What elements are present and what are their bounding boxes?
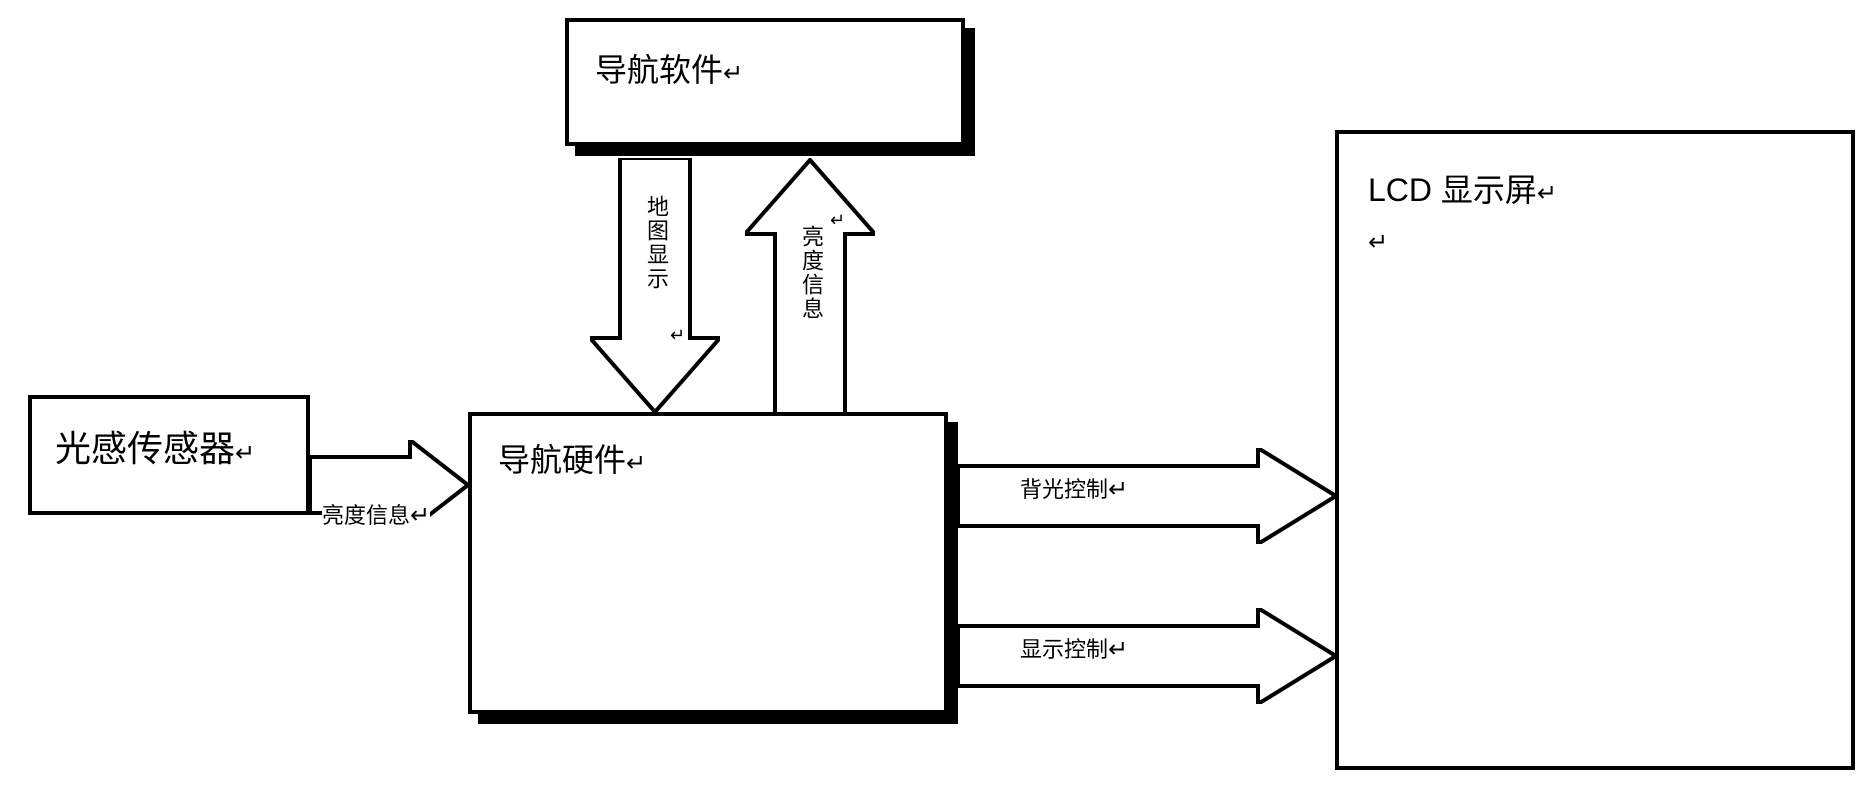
brightness-to-hardware-label: 亮度信息↵ [322,498,430,530]
return-mark-icon: ↵ [723,60,743,87]
brightness-up-return-mark: ↵ [830,210,845,231]
return-mark-icon: ↵ [1108,636,1128,663]
return-mark-icon: ↵ [1537,180,1557,207]
backlight-control-arrow [958,448,1338,544]
display-control-label: 显示控制↵ [1020,632,1128,664]
map-display-label: 地图显示 [640,195,672,291]
light-sensor-label: 光感传感器↵ [55,420,255,472]
nav-software-label: 导航软件↵ [595,45,743,91]
display-control-arrow [958,608,1338,704]
nav-hardware-label: 导航硬件↵ [498,435,646,481]
return-mark-icon: ↵ [1108,476,1128,503]
lcd-display-label: LCD 显示屏↵ ↵ [1368,165,1557,258]
return-mark-icon: ↵ [1368,229,1388,256]
backlight-control-label: 背光控制↵ [1020,472,1128,504]
return-mark-icon: ↵ [410,502,430,529]
map-display-return-mark: ↵ [670,325,685,346]
return-mark-icon: ↵ [626,450,646,477]
return-mark-icon: ↵ [235,440,255,467]
brightness-up-label: 亮度信息 [795,225,827,321]
